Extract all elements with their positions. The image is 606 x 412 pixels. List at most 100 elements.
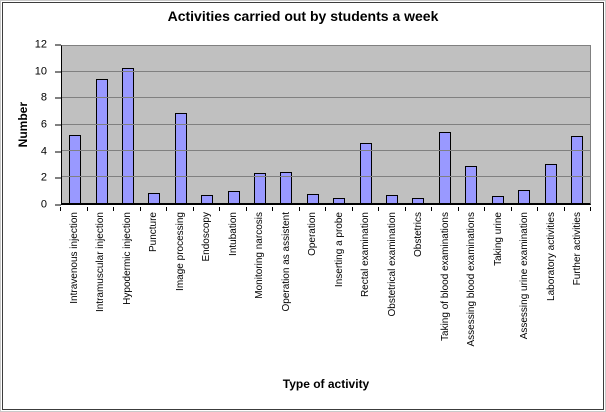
bar-slot bbox=[564, 46, 590, 203]
bar-slot bbox=[247, 46, 273, 203]
category-slot: Image processing bbox=[167, 212, 194, 291]
category-slot: Inserting a probe bbox=[326, 212, 353, 287]
x-tick bbox=[272, 207, 273, 211]
gridline-2 bbox=[62, 175, 590, 177]
bars-layer bbox=[62, 46, 590, 203]
x-tick bbox=[139, 207, 141, 211]
gridline-8 bbox=[62, 97, 590, 99]
plot-area bbox=[61, 45, 591, 205]
gridline-4 bbox=[62, 149, 590, 151]
category-slot: Puncture bbox=[141, 212, 168, 252]
category-slot: Rectal examination bbox=[353, 212, 380, 297]
x-tick bbox=[457, 207, 459, 211]
bar bbox=[465, 166, 478, 203]
bar bbox=[174, 112, 187, 203]
bar bbox=[333, 197, 346, 203]
gridline-10 bbox=[62, 71, 590, 73]
bar-slot bbox=[405, 46, 431, 203]
category-slot: Intubation bbox=[220, 212, 247, 256]
y-tick bbox=[55, 124, 61, 126]
bar-slot bbox=[194, 46, 220, 203]
bar bbox=[359, 142, 372, 203]
bar bbox=[518, 189, 531, 203]
y-tick bbox=[55, 204, 61, 206]
y-tick bbox=[55, 71, 61, 73]
category-slot: Taking urine bbox=[485, 212, 512, 266]
bar bbox=[386, 195, 399, 203]
x-tick bbox=[166, 207, 167, 211]
category-label: Operation as assistent bbox=[280, 212, 292, 312]
x-tick bbox=[537, 207, 538, 211]
category-label: Operation bbox=[307, 212, 319, 256]
bar bbox=[254, 172, 267, 203]
bar bbox=[122, 68, 135, 203]
category-slot: Endoscopy bbox=[194, 212, 221, 261]
bar-slot bbox=[115, 46, 141, 203]
y-tick-label: 0 bbox=[40, 198, 47, 211]
x-tick bbox=[404, 207, 406, 211]
bar bbox=[306, 193, 319, 203]
bar bbox=[280, 171, 293, 203]
bar bbox=[148, 192, 161, 203]
x-tick bbox=[86, 207, 88, 211]
category-label: Taking of blood examinations bbox=[439, 212, 451, 341]
category-label: Rectal examination bbox=[360, 212, 372, 298]
chart-title: Activities carried out by students a wee… bbox=[167, 8, 439, 24]
category-slot: Assessing urine examination bbox=[512, 212, 539, 339]
category-label: Endoscopy bbox=[201, 212, 213, 262]
x-tick bbox=[113, 207, 114, 211]
bar-slot bbox=[220, 46, 246, 203]
gridline-6 bbox=[62, 123, 590, 125]
category-label: Assessing urine examination bbox=[519, 212, 531, 340]
category-label: Intravenous injection bbox=[68, 212, 80, 304]
y-tick-label: 10 bbox=[34, 65, 47, 78]
category-slot: Operation as assistent bbox=[273, 212, 300, 312]
category-labels: Intravenous injection Intramuscular injec… bbox=[61, 212, 591, 362]
x-axis-ticks bbox=[60, 207, 591, 211]
category-label: Intubation bbox=[227, 212, 239, 256]
x-tick bbox=[219, 207, 220, 211]
y-tick bbox=[55, 151, 61, 153]
bar bbox=[201, 195, 214, 203]
y-tick-label: 2 bbox=[40, 171, 47, 184]
bar-slot bbox=[300, 46, 326, 203]
bar-slot bbox=[458, 46, 484, 203]
category-slot: Obstetrical examination bbox=[379, 212, 406, 317]
category-slot: Assessing blood examinations bbox=[459, 212, 486, 347]
category-slot: Further activities bbox=[565, 212, 592, 285]
x-tick bbox=[192, 207, 194, 211]
bar bbox=[412, 197, 425, 203]
x-tick bbox=[325, 207, 326, 211]
x-tick bbox=[245, 207, 247, 211]
y-axis-labels: 0 2 4 6 8 10 12 bbox=[0, 39, 56, 210]
y-tick bbox=[55, 44, 61, 46]
category-label: Hypodermic injection bbox=[121, 212, 133, 305]
bar-slot bbox=[326, 46, 352, 203]
category-label: Inserting a probe bbox=[333, 212, 345, 288]
bar-slot bbox=[537, 46, 563, 203]
category-slot: Monitoring narcosis bbox=[247, 212, 274, 299]
category-slot: Intramuscular injection bbox=[88, 212, 115, 312]
bar bbox=[438, 132, 451, 203]
y-tick-label: 8 bbox=[40, 91, 47, 104]
x-tick bbox=[484, 207, 485, 211]
x-tick bbox=[431, 207, 432, 211]
x-tick bbox=[590, 207, 591, 211]
category-label: Monitoring narcosis bbox=[254, 212, 266, 299]
bar-slot bbox=[273, 46, 299, 203]
bar bbox=[227, 191, 240, 203]
category-label: Puncture bbox=[148, 212, 160, 253]
y-tick bbox=[55, 97, 61, 99]
category-label: Assessing blood examinations bbox=[466, 212, 478, 347]
bar-slot bbox=[168, 46, 194, 203]
category-label: Taking urine bbox=[492, 212, 504, 266]
y-tick-label: 12 bbox=[34, 38, 47, 51]
category-label: Obstetrical examination bbox=[386, 212, 398, 317]
category-slot: Hypodermic injection bbox=[114, 212, 141, 305]
category-slot: Laboratory activities bbox=[538, 212, 565, 301]
x-tick bbox=[563, 207, 565, 211]
x-axis-title: Type of activity bbox=[282, 377, 370, 391]
y-tick-label: 6 bbox=[40, 118, 47, 131]
category-label: Obstetrics bbox=[413, 212, 425, 258]
bar-slot bbox=[511, 46, 537, 203]
